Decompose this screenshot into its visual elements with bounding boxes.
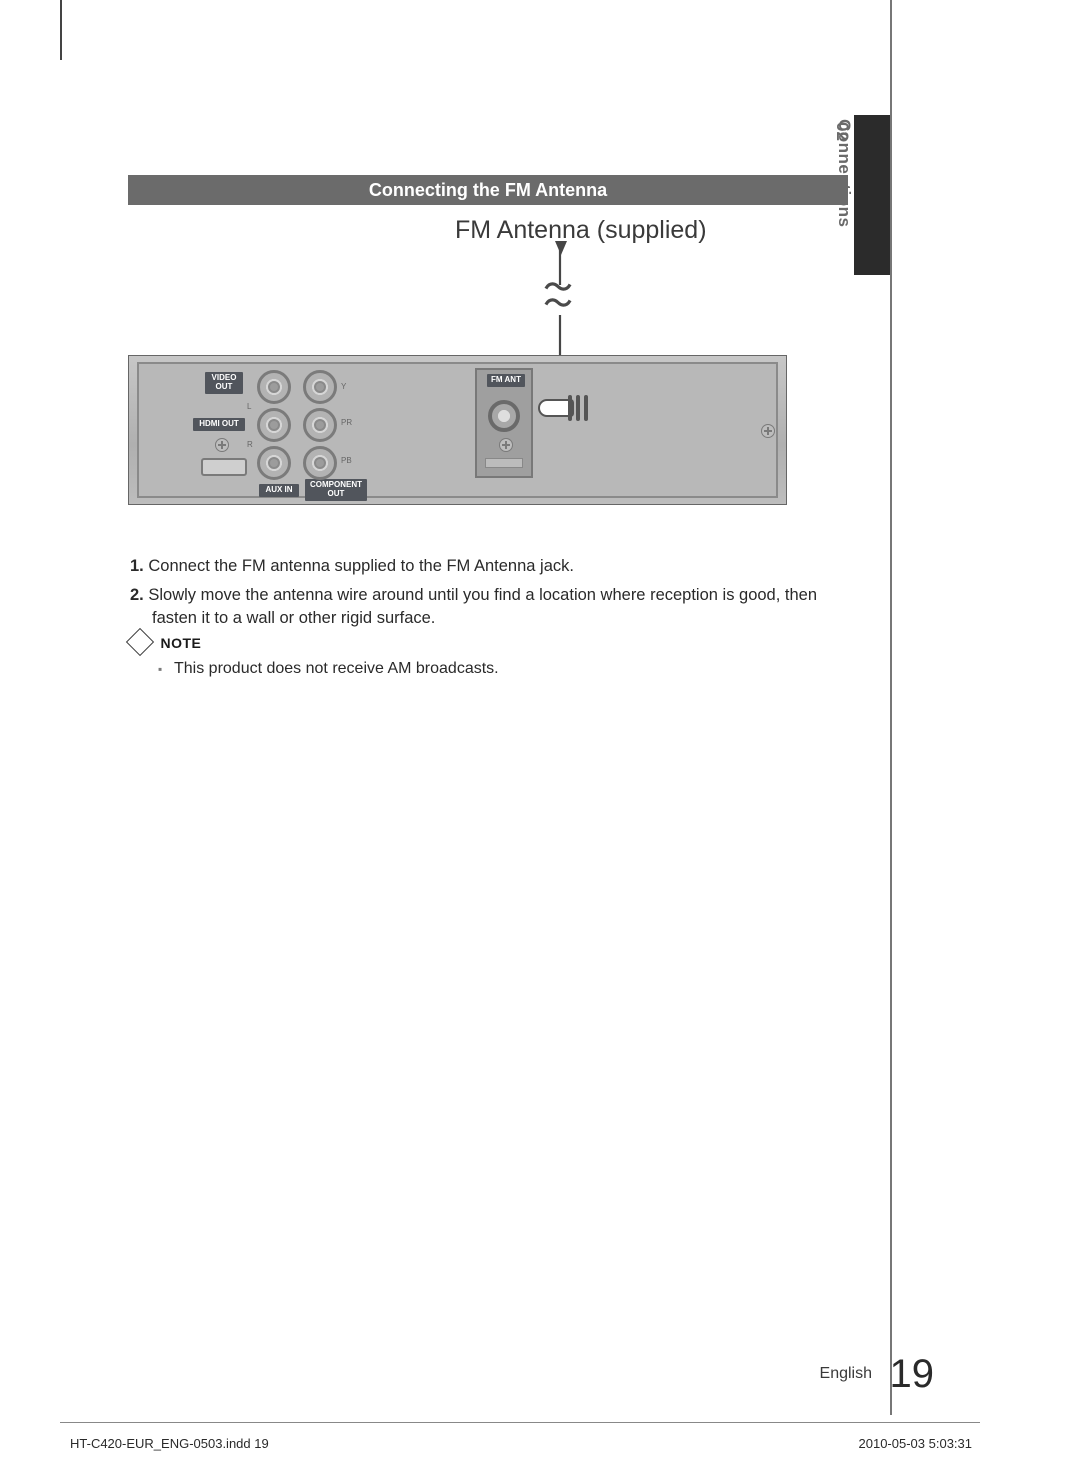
footer-file: HT-C420-EUR_ENG-0503.indd 19: [70, 1436, 269, 1451]
port-pb: [303, 446, 337, 480]
label-aux-in: AUX IN: [259, 484, 299, 497]
screw-icon: [761, 424, 775, 438]
fm-plate: [485, 458, 523, 468]
port-video-out: [257, 370, 291, 404]
port-label-r: R: [247, 440, 253, 449]
step-2: 2. Slowly move the antenna wire around u…: [130, 584, 850, 630]
caption-arrow: [555, 241, 567, 255]
bullet-icon: ▪: [158, 662, 174, 676]
antenna-plug: [538, 395, 598, 421]
wire-break-icon: 〜: [544, 297, 572, 311]
plug-grip: [568, 395, 598, 421]
page-edge-line: [890, 0, 892, 1415]
port-label-pr: PR: [341, 418, 352, 427]
port-label-y: Y: [341, 382, 346, 391]
label-component-out: COMPONENTOUT: [305, 479, 367, 501]
step-text: Connect the FM antenna supplied to the F…: [148, 557, 574, 575]
connection-diagram: 〜 〜 VIDEOOUT HDMI OUT AUX IN COMPONENTOU…: [128, 205, 848, 545]
note-list: ▪This product does not receive AM broadc…: [158, 660, 850, 678]
note-text: This product does not receive AM broadca…: [174, 660, 499, 677]
note-label: NOTE: [160, 635, 201, 651]
manual-page: 02 Connections Connecting the FM Antenna…: [0, 0, 1080, 1479]
footer-timestamp: 2010-05-03 5:03:31: [859, 1436, 972, 1451]
note-item: ▪This product does not receive AM broadc…: [158, 660, 850, 678]
port-pr: [303, 408, 337, 442]
port-aux-l: [257, 408, 291, 442]
port-aux-r: [257, 446, 291, 480]
step-1: 1. Connect the FM antenna supplied to th…: [130, 555, 850, 578]
port-label-pb: PB: [341, 456, 352, 465]
fm-antenna-block: FM ANT: [475, 368, 533, 478]
step-number: 1.: [130, 557, 144, 575]
screw-icon: [499, 438, 513, 452]
footer-language: English: [820, 1365, 872, 1383]
label-hdmi-out: HDMI OUT: [193, 418, 245, 431]
chapter-tab: Connections: [854, 115, 890, 275]
section-heading: Connecting the FM Antenna: [128, 175, 848, 205]
step-number: 2.: [130, 586, 144, 604]
port-hdmi: [201, 458, 247, 476]
fm-antenna-jack: [488, 400, 520, 432]
note-block: NOTE ▪This product does not receive AM b…: [130, 634, 850, 678]
label-video-out: VIDEOOUT: [205, 372, 243, 394]
device-rear-panel: VIDEOOUT HDMI OUT AUX IN COMPONENTOUT Y …: [128, 355, 787, 505]
crop-mark: [60, 0, 62, 60]
instruction-steps: 1. Connect the FM antenna supplied to th…: [130, 555, 850, 636]
port-label-l: L: [247, 402, 251, 411]
footer-page-number: 19: [890, 1352, 935, 1397]
port-y: [303, 370, 337, 404]
label-fm-ant: FM ANT: [487, 374, 525, 387]
footer-divider: [60, 1422, 980, 1423]
step-text: Slowly move the antenna wire around unti…: [148, 586, 817, 627]
screw-icon: [215, 438, 229, 452]
chapter-tab-bg: [854, 115, 890, 275]
